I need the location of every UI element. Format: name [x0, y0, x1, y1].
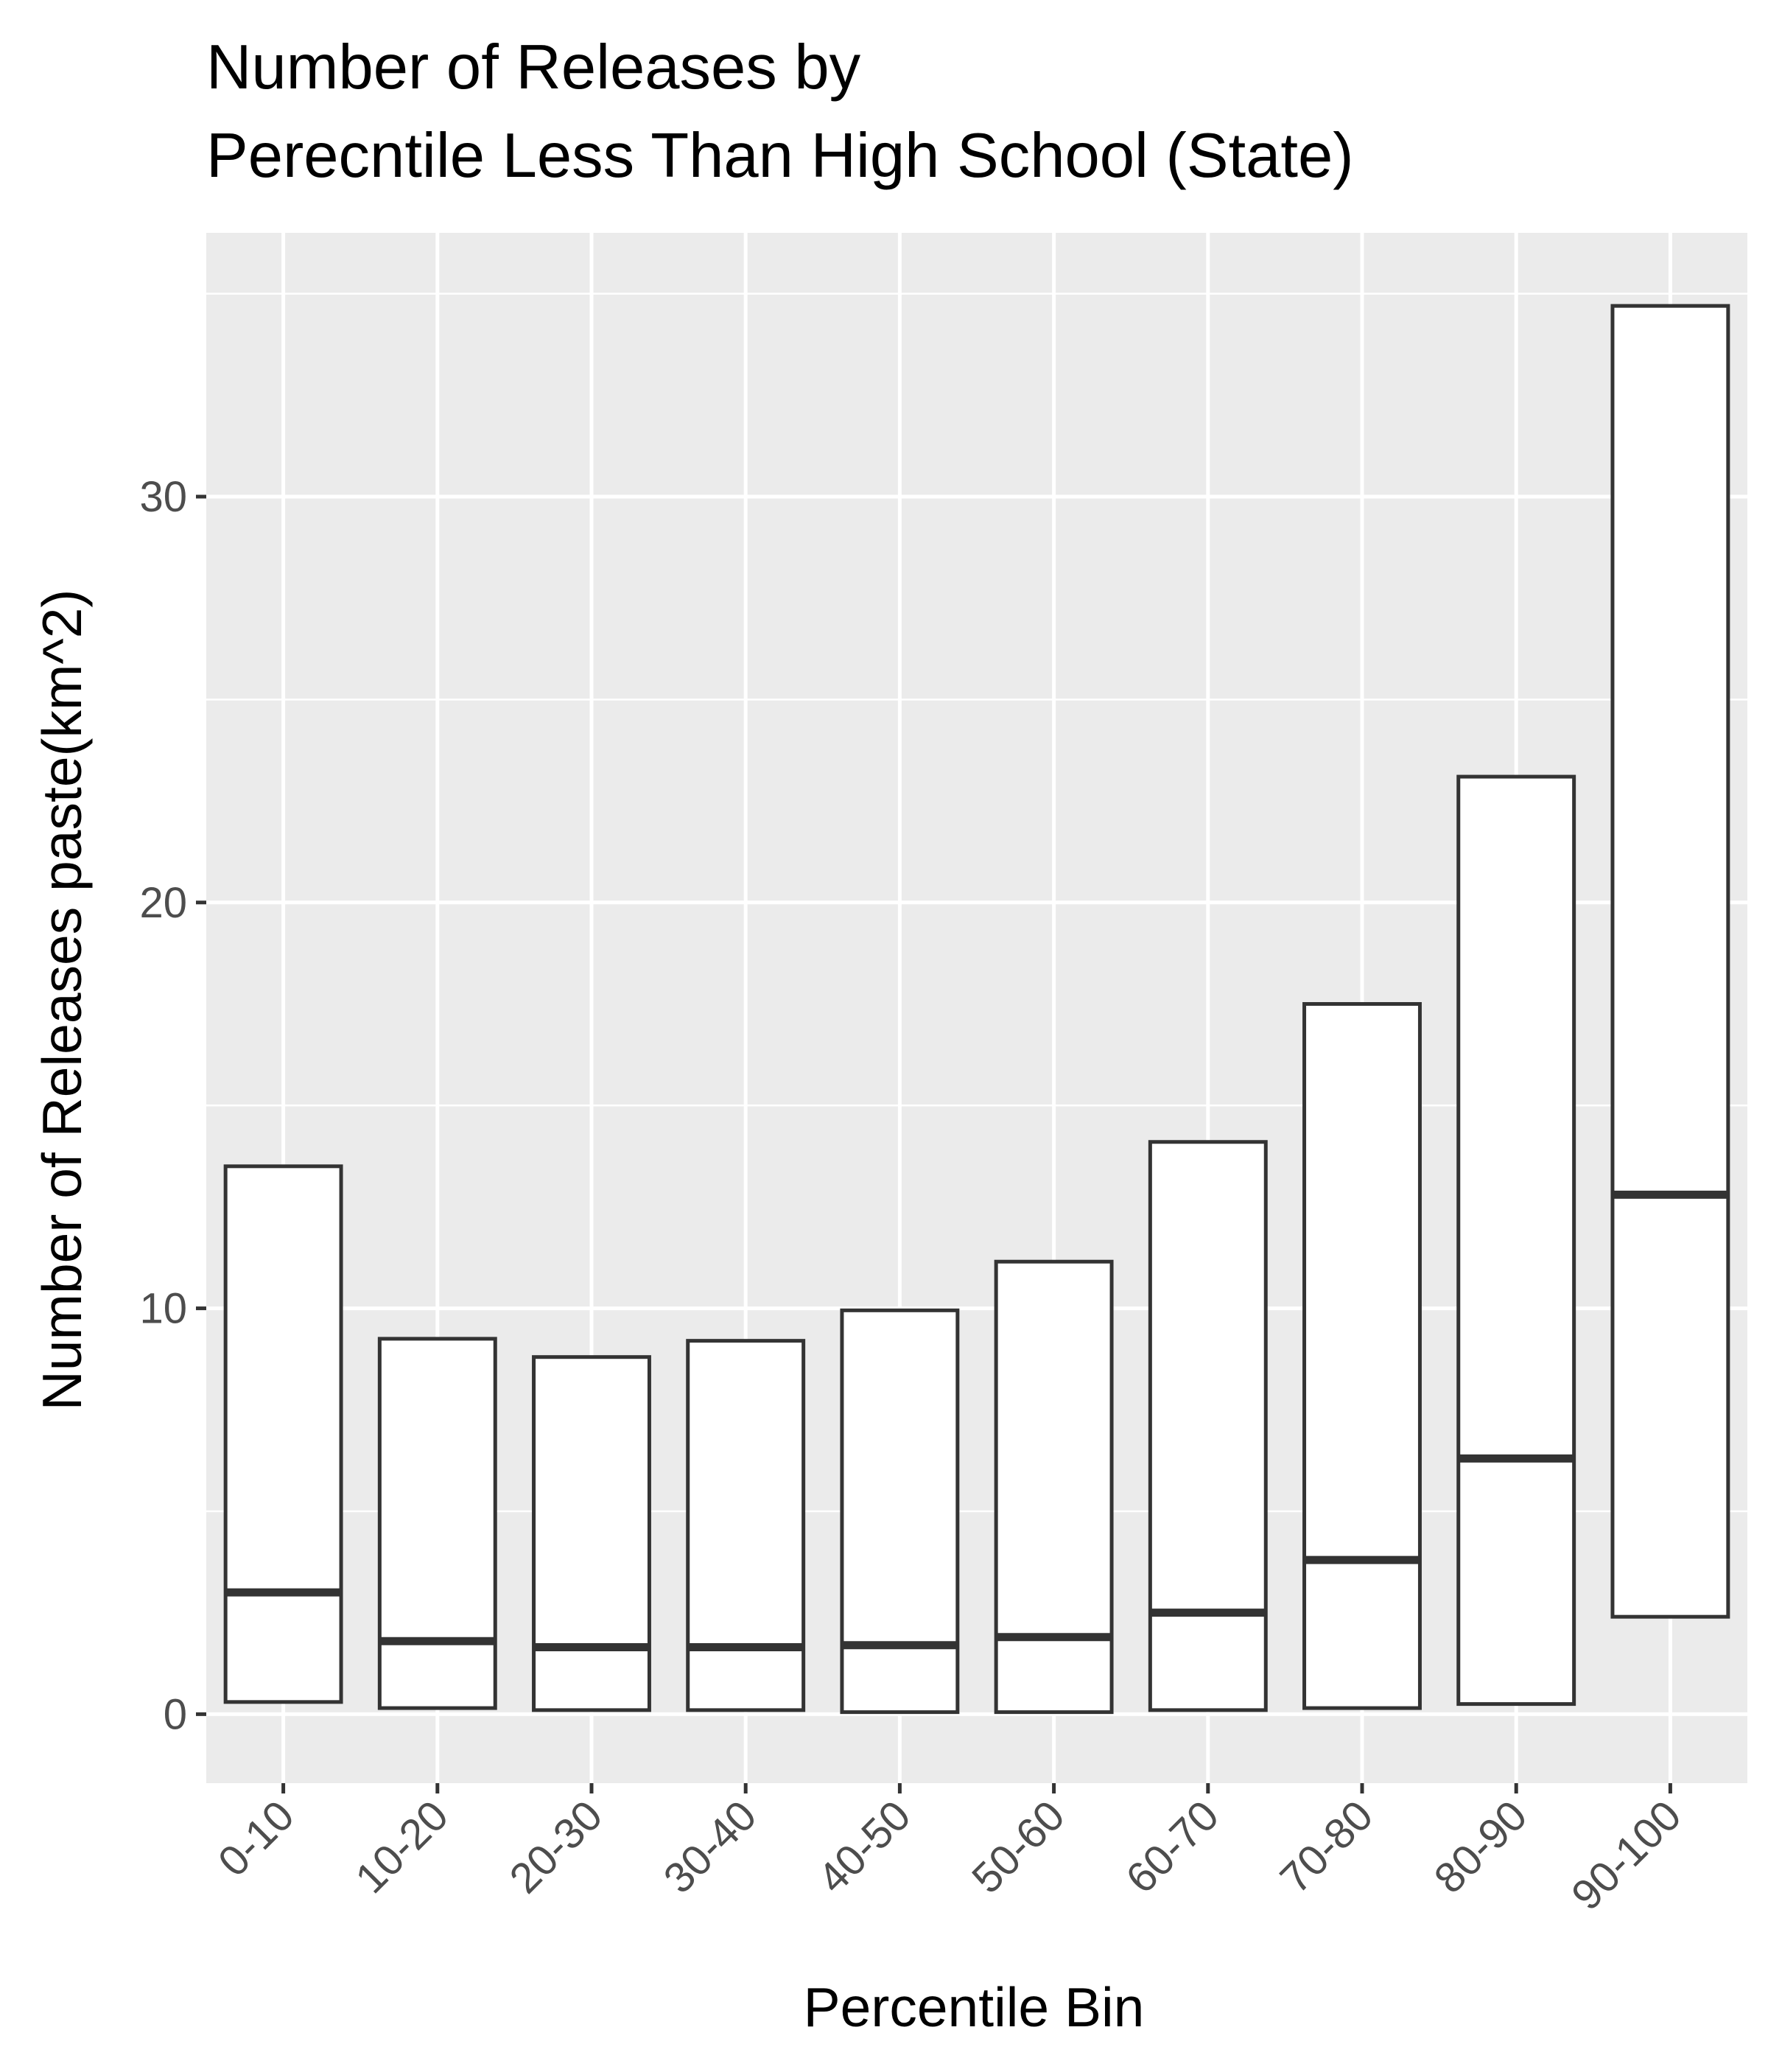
- box-rect: [994, 1259, 1114, 1715]
- box-50-60: [994, 1259, 1114, 1715]
- box-80-90: [1456, 774, 1576, 1707]
- x-tick-label: 60-70: [1117, 1791, 1228, 1903]
- box-rect: [532, 1355, 651, 1712]
- box-rect: [377, 1337, 497, 1710]
- x-tick-label: 0-10: [209, 1791, 304, 1886]
- chart-title-line-2: Perecntile Less Than High School (State): [206, 121, 1354, 191]
- box-rect: [840, 1308, 960, 1715]
- x-tick-label: 10-20: [346, 1791, 457, 1903]
- y-tick-label: 30: [139, 473, 187, 521]
- x-tick-label: 70-80: [1271, 1791, 1382, 1903]
- box-40-50: [840, 1308, 960, 1715]
- box-rect: [1610, 304, 1730, 1619]
- x-tick-label: 40-50: [809, 1791, 920, 1903]
- x-tick-label: 30-40: [655, 1791, 766, 1903]
- box-rect: [686, 1339, 806, 1712]
- y-axis: 0 10 20 30: [139, 473, 206, 1738]
- box-10-20: [377, 1337, 497, 1710]
- box-rect: [1148, 1140, 1268, 1712]
- box-60-70: [1148, 1140, 1268, 1712]
- box-30-40: [686, 1339, 806, 1712]
- y-tick-label: 10: [139, 1285, 187, 1333]
- y-tick-label: 20: [139, 879, 187, 927]
- y-axis-title: Number of Releases paste(km^2): [31, 589, 93, 1411]
- x-tick-label: 90-100: [1562, 1791, 1691, 1919]
- chart-title-line-1: Number of Releases by: [206, 32, 861, 102]
- box-rect: [223, 1164, 343, 1704]
- x-tick-label: 50-60: [963, 1791, 1074, 1903]
- x-tick-label: 80-90: [1425, 1791, 1537, 1903]
- x-tick-label: 20-30: [500, 1791, 611, 1903]
- box-20-30: [532, 1355, 651, 1712]
- box-rect: [1456, 774, 1576, 1707]
- box-70-80: [1302, 1001, 1422, 1710]
- box-0-10: [223, 1164, 343, 1704]
- x-axis-title: Percentile Bin: [804, 1976, 1145, 2038]
- y-tick-label: 0: [164, 1690, 187, 1738]
- x-axis: 0-10 10-20 20-30 30-40 40-50 50-60 60-70 70-80 8…: [209, 1783, 1691, 1919]
- box-series: [223, 304, 1730, 1715]
- box-90-100: [1610, 304, 1730, 1619]
- box-rect: [1302, 1001, 1422, 1710]
